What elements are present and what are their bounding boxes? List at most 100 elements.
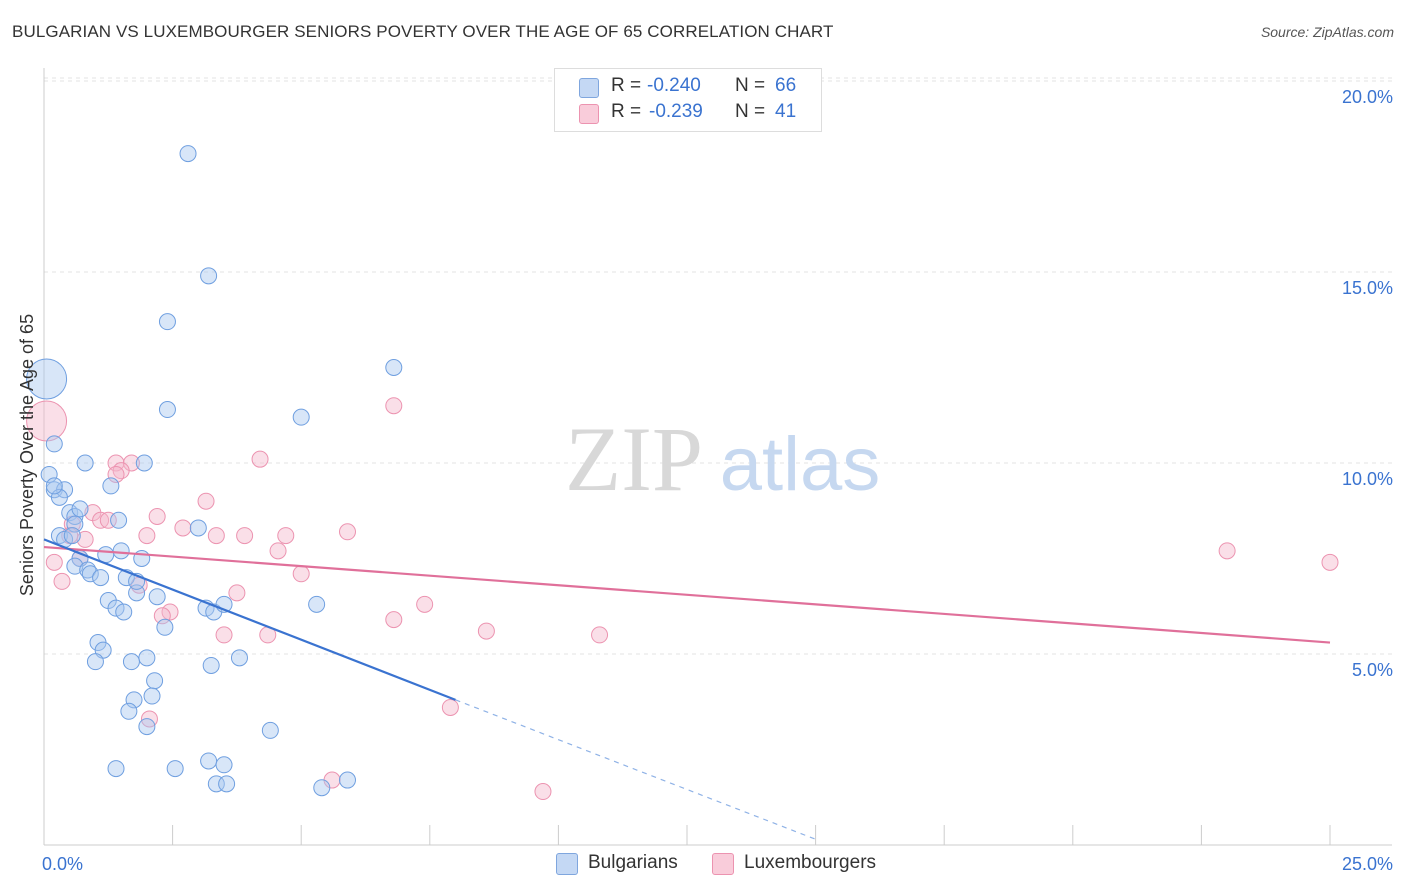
bulgarian-point	[122, 653, 140, 671]
legend-n-label: N =	[735, 75, 766, 96]
bulgarian-point	[292, 408, 310, 426]
chart-title: BULGARIAN VS LUXEMBOURGER SENIORS POVERT…	[12, 22, 834, 41]
luxembourger-point	[292, 565, 310, 583]
luxembourger-point	[228, 584, 246, 602]
bulgarian-point	[86, 653, 104, 671]
bulgarian-point	[66, 557, 84, 575]
y-axis-label: Seniors Poverty Over the Age of 65	[17, 314, 37, 596]
luxembourger-point	[251, 450, 269, 468]
bulgarian-point	[26, 358, 68, 400]
y-tick-label: 10.0%	[1342, 469, 1393, 489]
bulgarian-point	[156, 618, 174, 636]
legend-r-label: R =	[611, 75, 642, 96]
bulgarian-point	[261, 721, 279, 739]
luxembourger-point	[174, 519, 192, 537]
bulgarian-point	[166, 760, 184, 778]
luxembourger-trend-line	[43, 545, 1331, 644]
bulgarian-point	[148, 588, 166, 606]
legend-n-value: 66	[775, 75, 797, 96]
bulgarian-point	[110, 511, 128, 529]
legend-label: Bulgarians	[588, 852, 678, 873]
bulgarian-point	[179, 145, 197, 163]
luxembourger-point	[441, 698, 459, 716]
luxembourger-point	[534, 783, 552, 801]
luxembourger-points	[26, 397, 1339, 801]
watermark: ZIP atlas	[565, 408, 880, 510]
bulgarian-point	[102, 477, 120, 495]
bulgarian-point	[200, 752, 218, 770]
bulgarian-point	[218, 775, 236, 793]
bulgarian-point	[63, 527, 81, 545]
bulgarian-points	[26, 145, 403, 797]
watermark-zip: ZIP	[565, 408, 703, 510]
axes	[43, 68, 1392, 846]
luxembourger-point	[1218, 542, 1236, 560]
bulgarian-point	[45, 435, 63, 453]
bulgarian-trend-line	[43, 538, 456, 701]
legend-swatch-pink	[579, 104, 599, 124]
bulgarian-point	[158, 401, 176, 419]
bulgarian-point	[112, 542, 130, 560]
bulgarian-point	[215, 756, 233, 774]
luxembourger-point	[99, 511, 117, 529]
legend-n-label: N =	[735, 101, 766, 122]
bulgarian-point	[158, 313, 176, 331]
luxembourger-point	[385, 611, 403, 629]
source-label: Source: ZipAtlas.com	[1260, 24, 1394, 40]
luxembourger-point	[148, 507, 166, 525]
tick-labels: 5.0% 10.0% 15.0% 20.0% 0.0% 25.0%	[42, 87, 1393, 874]
x-tick-label: 0.0%	[42, 854, 83, 874]
bulgarian-point	[230, 649, 248, 667]
luxembourger-point	[269, 542, 287, 560]
luxembourger-point	[215, 626, 233, 644]
legend-label: Luxembourgers	[744, 852, 877, 873]
y-tick-label: 15.0%	[1342, 278, 1393, 298]
bulgarian-point	[138, 718, 156, 736]
bulgarian-point	[120, 702, 138, 720]
luxembourger-point	[76, 530, 94, 548]
bulgarian-point	[200, 267, 218, 285]
bulgarian-point	[45, 477, 63, 495]
y-tick-label: 5.0%	[1352, 660, 1393, 680]
luxembourger-point	[1321, 553, 1339, 571]
luxembourger-point	[53, 572, 71, 590]
legend-swatch-blue	[579, 78, 599, 98]
bulgarian-point	[76, 454, 94, 472]
bulgarian-point	[107, 760, 125, 778]
luxembourger-point	[207, 527, 225, 545]
bulgarian-point	[143, 687, 161, 705]
legend-r-value: -0.239	[649, 101, 703, 122]
bulgarian-point	[81, 565, 99, 583]
bulgarian-point	[385, 359, 403, 376]
legend-r-label: R =	[611, 101, 642, 122]
luxembourger-point	[236, 527, 254, 545]
watermark-atlas: atlas	[720, 422, 881, 507]
stats-legend: R = -0.240 N = 66 R = -0.239 N = 41	[554, 68, 822, 132]
bulgarian-point	[338, 771, 356, 789]
legend-n-value: 41	[775, 101, 797, 122]
luxembourger-point	[477, 622, 495, 640]
legend-swatch-pink	[712, 853, 734, 875]
legend-swatch-blue	[556, 853, 578, 875]
luxembourger-point	[385, 397, 403, 415]
luxembourger-point	[45, 553, 63, 571]
luxembourger-point	[197, 492, 215, 510]
y-tick-label: 20.0%	[1342, 87, 1393, 107]
bulgarian-point	[115, 603, 133, 621]
bulgarian-point	[308, 595, 326, 613]
legend-r-value: -0.240	[647, 75, 701, 96]
bulgarian-point	[135, 454, 153, 472]
bulgarian-point	[71, 500, 89, 518]
trend-lines	[43, 538, 1331, 840]
bulgarian-point	[202, 656, 220, 674]
x-tick-label: 25.0%	[1342, 854, 1393, 874]
luxembourger-point	[416, 595, 434, 613]
bulgarian-point	[146, 672, 164, 690]
luxembourger-point	[277, 527, 295, 545]
luxembourger-point	[338, 523, 356, 541]
grid-lines	[44, 77, 1392, 655]
bulgarian-point	[138, 649, 156, 667]
luxembourger-point	[161, 603, 179, 621]
bulgarian-point	[313, 779, 331, 797]
